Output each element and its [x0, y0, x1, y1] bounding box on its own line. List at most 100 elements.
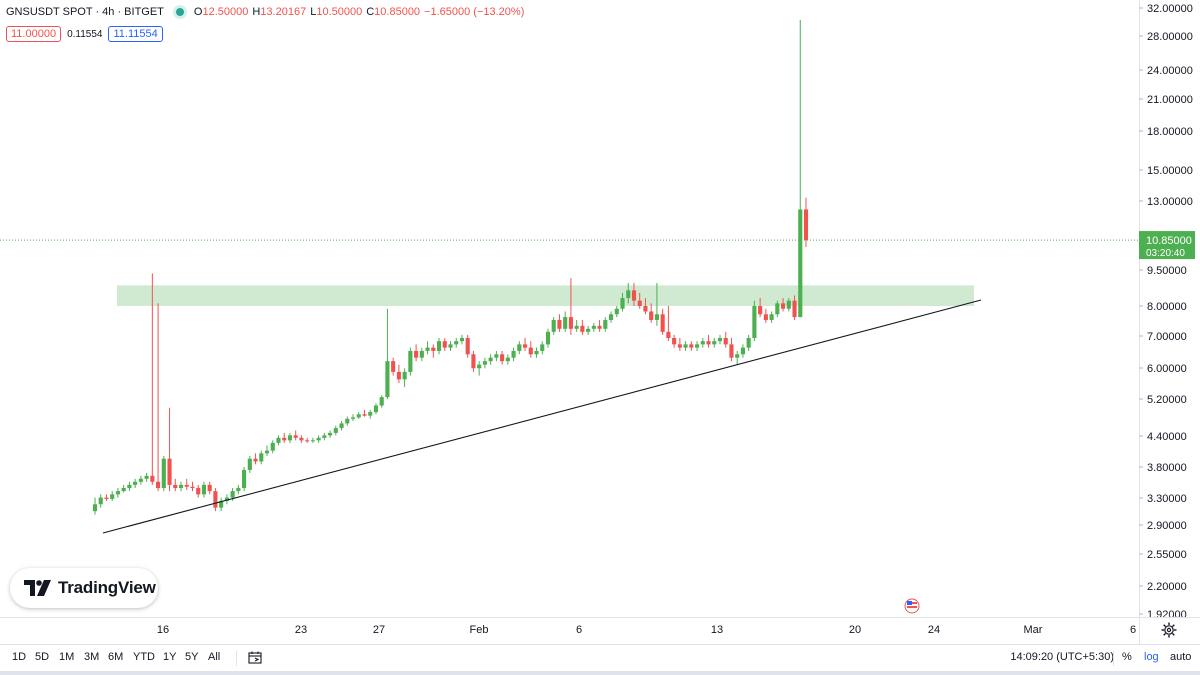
candle [626, 282, 631, 304]
log-scale-button[interactable]: log [1144, 651, 1159, 663]
us-flag-event-icon[interactable] [904, 598, 920, 614]
candle-body [677, 344, 682, 348]
range-ytd-button[interactable]: YTD [133, 651, 155, 663]
candle [803, 197, 809, 248]
buy-price-button[interactable]: 11.11554 [108, 26, 163, 42]
candle-body [752, 306, 757, 339]
time-tick-label: 16 [157, 624, 169, 636]
price-tick-label: 18.00000 [1147, 126, 1193, 138]
candle [379, 395, 384, 408]
candle [196, 484, 201, 498]
candlestick-chart[interactable]: 32.00000 28.00000 24.00000 21.00000 18.00000… [0, 0, 1200, 644]
candle [775, 300, 780, 318]
low-value: 10.50000 [316, 6, 363, 18]
calendar-goto-icon[interactable] [248, 651, 262, 665]
range-1d-button[interactable]: 1D [12, 651, 27, 663]
candle-body [121, 487, 126, 492]
candle-body [717, 338, 723, 342]
candle-body [379, 397, 384, 406]
candle-body [138, 478, 143, 482]
candle-body [494, 354, 499, 358]
candle [201, 481, 207, 498]
candle [654, 282, 659, 326]
candle [717, 334, 723, 345]
support-trendline[interactable] [102, 299, 982, 534]
symbol-label[interactable]: GNSUSDT SPOT · 4h · BITGET [6, 6, 164, 18]
candle [798, 20, 803, 318]
candle [522, 338, 528, 351]
price-tick-label: 28.00000 [1147, 31, 1193, 43]
candle-body [729, 344, 734, 358]
range-all-button[interactable]: All [208, 651, 221, 663]
price-tick-label: 2.20000 [1147, 581, 1187, 593]
candle-body [689, 344, 694, 348]
open-value: 12.50000 [202, 6, 249, 18]
candle [649, 303, 654, 323]
price-tick-label: 2.55000 [1147, 549, 1187, 561]
candle [700, 338, 705, 348]
candle [494, 350, 499, 362]
resistance-zone[interactable] [117, 285, 974, 306]
candle [339, 421, 344, 431]
candle-body [459, 338, 465, 342]
gear-icon[interactable] [1161, 622, 1177, 638]
candle-body [299, 437, 304, 441]
candle [173, 478, 178, 492]
time-tick-label: 6 [1130, 624, 1136, 636]
time-tick-label: 6 [576, 624, 582, 636]
candle-body [368, 412, 373, 416]
price-tick-label: 21.00000 [1147, 94, 1193, 106]
candle [414, 344, 419, 362]
high-key: H [252, 6, 261, 18]
range-5y-button[interactable]: 5Y [185, 651, 199, 663]
candle [482, 357, 487, 369]
range-1m-button[interactable]: 1M [59, 651, 75, 663]
candle [488, 354, 493, 365]
range-5d-button[interactable]: 5D [35, 651, 50, 663]
candle-body [712, 341, 717, 345]
range-6m-button[interactable]: 6M [108, 651, 124, 663]
range-3m-button[interactable]: 3M [84, 651, 100, 663]
chart-header: GNSUSDT SPOT · 4h · BITGET O 12.50000 H 13… [6, 6, 528, 18]
candle-body [339, 423, 344, 429]
candle [236, 484, 241, 495]
candle [511, 347, 516, 362]
candle [373, 403, 379, 415]
candle-body [666, 331, 671, 339]
candle-body [431, 347, 436, 351]
candle-body [786, 300, 791, 309]
candle [282, 432, 287, 443]
candle-body [414, 350, 419, 358]
candle-body [586, 328, 591, 332]
candle-body [350, 417, 356, 419]
percent-scale-button[interactable]: % [1122, 651, 1132, 663]
candle-body [92, 504, 98, 512]
candle-body [161, 458, 166, 488]
candle [563, 311, 568, 332]
candle [620, 292, 625, 312]
change-value: −1.65000 (−13.20%) [424, 6, 525, 18]
candle [540, 341, 545, 355]
tradingview-logo[interactable]: TradingView [10, 568, 158, 608]
candle-body [505, 357, 510, 362]
candle [305, 437, 310, 443]
timezone-clock[interactable]: 14:09:20 (UTC+5:30) [1010, 651, 1114, 663]
range-1y-button[interactable]: 1Y [163, 651, 177, 663]
time-tick-label: 23 [295, 624, 307, 636]
candle [133, 478, 138, 488]
sell-price-button[interactable]: 11.00000 [6, 26, 62, 42]
auto-scale-button[interactable]: auto [1170, 651, 1192, 663]
candle-body [178, 484, 184, 488]
price-tick-label: 5.20000 [1147, 394, 1187, 406]
price-tick-label: 13.00000 [1147, 196, 1193, 208]
candle [603, 317, 608, 332]
toolbar-divider [236, 651, 237, 666]
candle-body [408, 350, 413, 372]
candle [580, 319, 585, 335]
candle-body [425, 347, 430, 351]
candle-body [310, 440, 315, 442]
candle [190, 481, 195, 492]
candle [689, 341, 694, 351]
candle [769, 311, 774, 323]
candle-body [419, 350, 424, 358]
